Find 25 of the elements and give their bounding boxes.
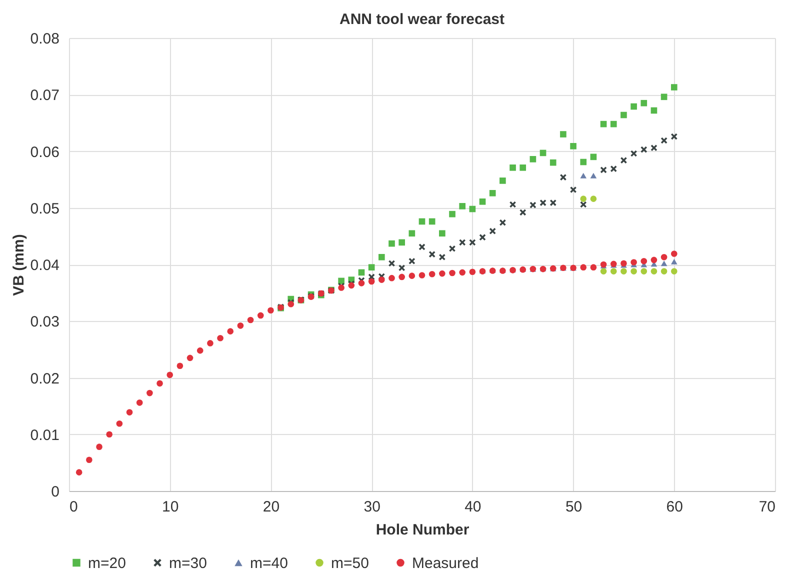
y-tick-label: 0.02 [30,370,60,388]
legend-label: m=20 [88,554,126,572]
x-tick-label: 50 [565,498,582,516]
x-tick-label: 70 [758,498,776,516]
y-tick-label: 0.07 [30,87,60,104]
x-tick-label: 0 [70,498,78,516]
x-tick-label: 60 [666,498,683,516]
y-tick-label: 0.03 [30,314,60,331]
legend-label: m=30 [169,554,207,572]
y-axis-title: VB (mm) [10,234,28,296]
x-axis-title: Hole Number [376,522,470,538]
x-tick-label: 40 [464,498,482,516]
x-tick-label: 10 [162,498,179,516]
y-tick-label: 0.05 [30,200,60,218]
x-tick-label: 30 [364,498,380,516]
y-tick-label: 0 [51,484,60,500]
y-tick-label: 0.04 [30,257,60,274]
y-tick-label: 0.01 [30,426,60,444]
legend-label: Measured [412,554,479,572]
legend-label: m=40 [250,554,288,572]
chart-title: ANN tool wear forecast [339,11,505,28]
x-tick-label: 20 [262,498,280,516]
y-tick-label: 0.08 [30,30,60,48]
legend-label: m=50 [331,554,369,572]
y-tick-label: 0.06 [30,144,60,161]
